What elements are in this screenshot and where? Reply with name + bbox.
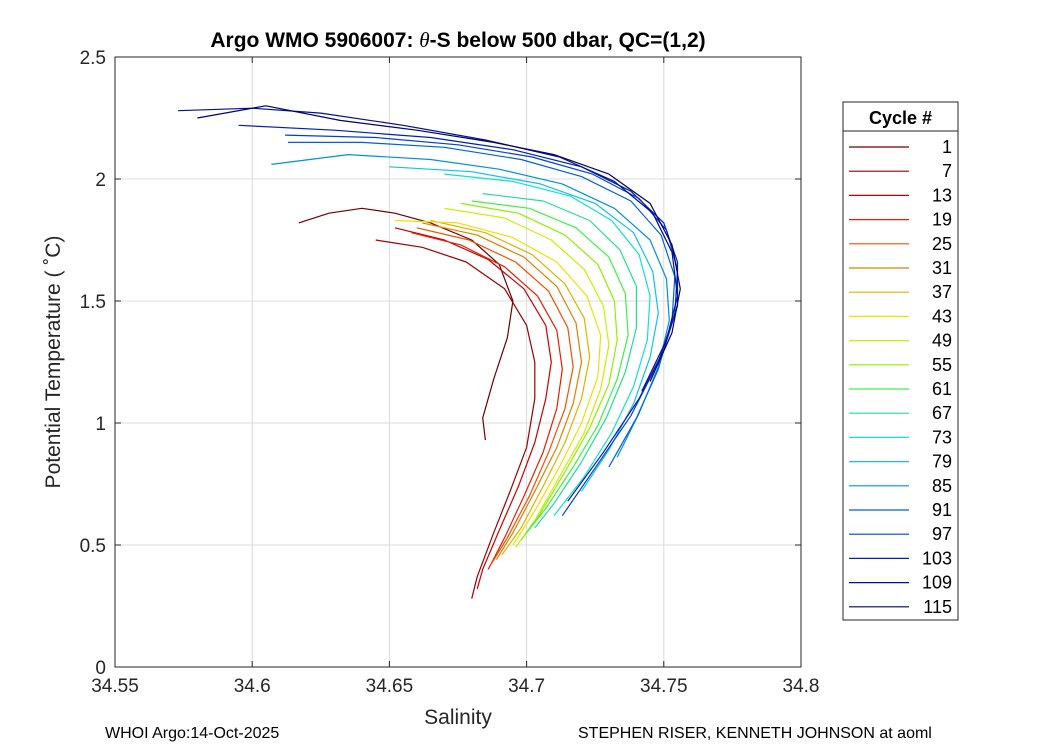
series-line-cycle-43 <box>394 219 602 546</box>
legend-label: 103 <box>922 548 952 568</box>
series-layer <box>178 105 681 599</box>
y-tick-label: 0 <box>95 658 106 679</box>
x-axis-label: Salinity <box>424 706 492 729</box>
y-tick-label: 2.5 <box>80 48 106 69</box>
series-line-cycle-91 <box>287 141 676 468</box>
series-line-cycle-85 <box>271 154 670 458</box>
series-line-cycle-25 <box>416 227 574 565</box>
series-line-cycle-49 <box>444 207 610 548</box>
legend-label: 13 <box>932 185 952 205</box>
x-tick-label: 34.65 <box>366 676 414 697</box>
legend-label: 19 <box>932 210 952 230</box>
footer-left: WHOI Argo:14-Oct-2025 <box>105 725 280 742</box>
y-tick-label: 1.5 <box>80 292 106 313</box>
legend-label: 7 <box>942 161 952 181</box>
x-tick-label: 34.7 <box>508 676 545 697</box>
series-line-cycle-1 <box>298 207 514 441</box>
legend: Cycle # 1 7 13 19 25 31 37 43 49 55 61 67 73 79 85 91 97… <box>842 101 959 621</box>
legend-label: 115 <box>923 597 952 617</box>
plot-frame <box>114 56 802 668</box>
legend-label: 55 <box>932 355 952 375</box>
legend-label: 1 <box>942 137 952 157</box>
legend-label: 91 <box>932 500 952 520</box>
title-prefix: Argo WMO 5906007: <box>210 29 419 52</box>
series-line-cycle-37 <box>430 219 591 556</box>
legend-label: 49 <box>932 331 952 351</box>
legend-label: 37 <box>932 282 952 302</box>
chart-title: Argo WMO 5906007: θ-S below 500 dbar, QC… <box>210 28 705 52</box>
axis-ticks: 34.55 34.6 34.65 34.7 34.75 34.8 0 0.5 1 1.5 2 2.5 <box>80 48 820 697</box>
x-tick-label: 34.6 <box>234 676 271 697</box>
legend-label: 61 <box>932 379 952 399</box>
series-line-cycle-13 <box>394 227 552 590</box>
legend-label: 25 <box>932 234 952 254</box>
series-line-cycle-115 <box>197 105 681 382</box>
series-line-cycle-73 <box>444 173 651 517</box>
legend-label: 79 <box>932 452 952 472</box>
legend-label: 85 <box>932 476 952 496</box>
footer-right: STEPHEN RISER, KENNETH JOHNSON at aoml <box>578 725 932 742</box>
y-tick-label: 0.5 <box>80 536 106 557</box>
x-tick-label: 34.55 <box>91 676 139 697</box>
series-line-cycle-55 <box>460 202 618 541</box>
title-suffix: -S below 500 dbar, QC=(1,2) <box>430 29 706 52</box>
series-line-cycle-103 <box>238 124 679 502</box>
series-line-cycle-109 <box>178 107 679 392</box>
x-tick-label: 34.75 <box>640 676 688 697</box>
series-line-cycle-97 <box>285 134 679 517</box>
y-tick-label: 1 <box>95 414 106 435</box>
grid-lines <box>115 57 801 667</box>
legend-entries: 1 7 13 19 25 31 37 43 49 55 61 67 73 79 85 91 97 103 109 11… <box>849 137 952 617</box>
legend-label: 109 <box>922 573 952 593</box>
legend-label: 73 <box>932 427 952 447</box>
y-axis-label: Potential Temperature ( ˚C) <box>42 236 65 489</box>
series-line-cycle-31 <box>422 222 583 560</box>
x-tick-label: 34.8 <box>783 676 820 697</box>
title-theta: θ <box>419 28 429 52</box>
legend-label: 67 <box>932 403 952 423</box>
legend-label: 43 <box>932 306 952 326</box>
series-line-cycle-19 <box>411 232 563 570</box>
legend-title: Cycle # <box>869 108 932 128</box>
legend-label: 31 <box>932 258 952 278</box>
legend-label: 97 <box>932 524 952 544</box>
series-line-cycle-61 <box>471 200 629 534</box>
y-tick-label: 2 <box>95 170 106 191</box>
series-line-cycle-7 <box>375 239 536 599</box>
series-line-cycle-67 <box>482 193 637 529</box>
